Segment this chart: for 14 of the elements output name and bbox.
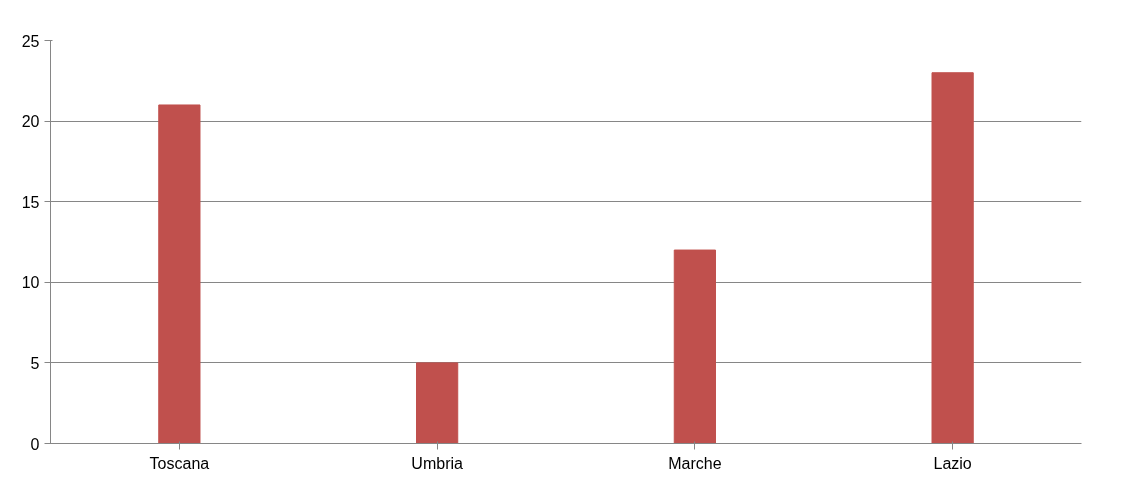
y-tick-label: 20 bbox=[21, 113, 40, 131]
x-tick-label: Umbria bbox=[411, 454, 464, 472]
y-tick-label: 15 bbox=[21, 193, 40, 211]
x-tick-label: Toscana bbox=[149, 454, 210, 472]
bar bbox=[931, 72, 974, 444]
y-tick-label: 5 bbox=[30, 354, 40, 372]
bar bbox=[158, 104, 201, 444]
bar bbox=[673, 249, 716, 444]
x-tick-label: Lazio bbox=[933, 454, 972, 472]
y-tick-label: 10 bbox=[21, 274, 40, 292]
bar bbox=[416, 362, 459, 444]
y-tick-label: 25 bbox=[21, 32, 40, 50]
y-tick-label: 0 bbox=[30, 435, 40, 453]
x-tick-label: Marche bbox=[668, 454, 722, 472]
